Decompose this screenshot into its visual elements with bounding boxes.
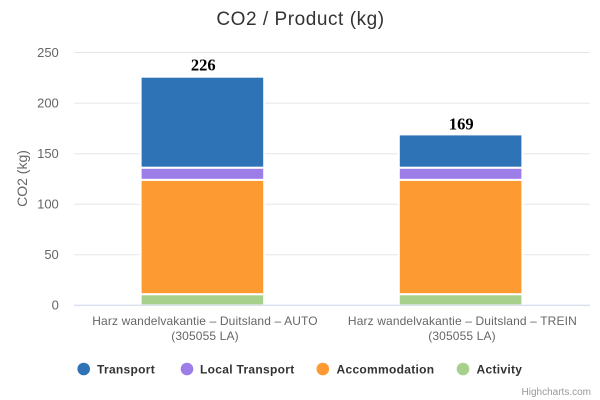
svg-text:Accommodation: Accommodation (337, 363, 435, 377)
svg-text:Activity: Activity (477, 363, 523, 377)
svg-text:Harz wandelvakantie – Duitslan: Harz wandelvakantie – Duitsland – TREIN (348, 314, 577, 328)
svg-text:0: 0 (52, 298, 59, 313)
svg-text:CO2 / Product (kg): CO2 / Product (kg) (216, 9, 384, 30)
svg-text:Harz wandelvakantie – Duitslan: Harz wandelvakantie – Duitsland – AUTO (92, 314, 318, 328)
svg-text:150: 150 (37, 146, 59, 161)
svg-text:Transport: Transport (97, 363, 155, 377)
svg-text:(305055 LA): (305055 LA) (428, 329, 495, 343)
svg-text:50: 50 (44, 247, 58, 262)
svg-text:250: 250 (37, 45, 59, 60)
svg-text:CO2 (kg): CO2 (kg) (14, 150, 30, 207)
svg-text:Highcharts.com: Highcharts.com (522, 387, 591, 398)
svg-text:(305055 LA): (305055 LA) (171, 329, 238, 343)
svg-text:226: 226 (191, 56, 216, 75)
svg-text:100: 100 (37, 197, 59, 212)
svg-text:200: 200 (37, 95, 59, 110)
svg-text:Local Transport: Local Transport (200, 363, 295, 377)
svg-text:169: 169 (449, 114, 474, 133)
